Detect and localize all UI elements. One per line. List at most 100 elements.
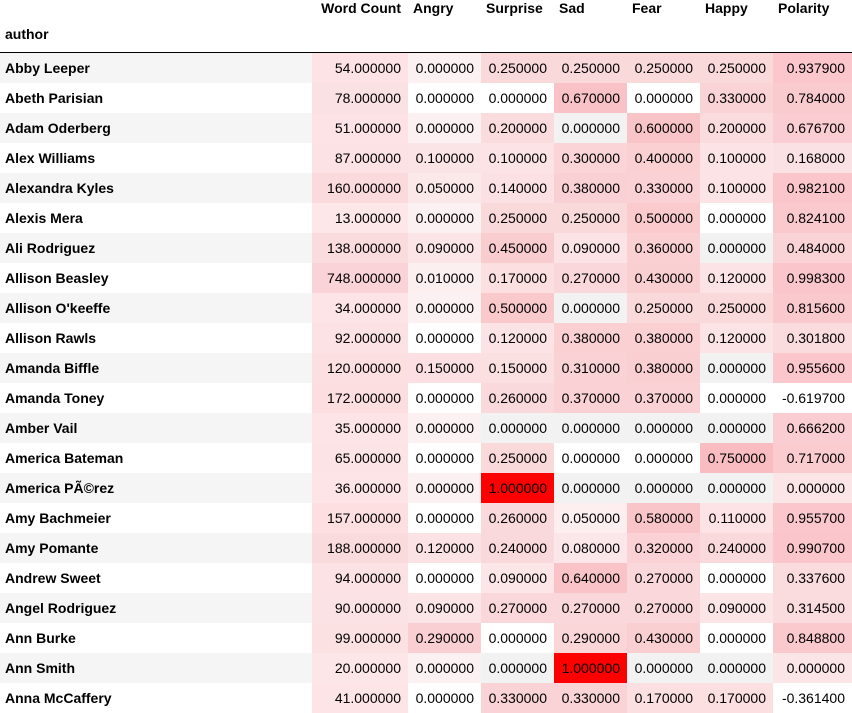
cell-happy: 0.000000 bbox=[700, 652, 773, 683]
cell-polarity: 0.848800 bbox=[773, 622, 852, 653]
cell-surprise: 0.000000 bbox=[481, 652, 554, 683]
cell-surprise: 0.000000 bbox=[481, 412, 554, 443]
cell-fear: 0.330000 bbox=[627, 172, 700, 203]
cell-polarity: 0.717000 bbox=[773, 442, 852, 473]
cell-sad: 0.290000 bbox=[554, 622, 627, 653]
cell-sad: 0.670000 bbox=[554, 82, 627, 113]
cell-polarity: 0.815600 bbox=[773, 292, 852, 323]
cell-sad: 0.310000 bbox=[554, 352, 627, 383]
cell-angry: 0.000000 bbox=[408, 292, 481, 323]
cell-word-count: 120.000000 bbox=[312, 352, 408, 383]
row-author: Amy Pomante bbox=[0, 532, 312, 563]
cell-fear: 0.430000 bbox=[627, 262, 700, 293]
table-row: Alexis Mera 13.000000 0.000000 0.250000 0.25… bbox=[0, 202, 852, 233]
table-row: Amanda Biffle 120.000000 0.150000 0.150000 0… bbox=[0, 352, 852, 383]
cell-happy: 0.100000 bbox=[700, 172, 773, 203]
cell-fear: 0.270000 bbox=[627, 562, 700, 593]
table-row: Amanda Toney 172.000000 0.000000 0.260000 0.… bbox=[0, 382, 852, 413]
cell-polarity: 0.301800 bbox=[773, 322, 852, 353]
cell-sad: 0.270000 bbox=[554, 262, 627, 293]
cell-sad: 0.640000 bbox=[554, 562, 627, 593]
cell-happy: 0.000000 bbox=[700, 472, 773, 503]
table-row: Amy Bachmeier 157.000000 0.000000 0.260000 0… bbox=[0, 502, 852, 533]
cell-word-count: 157.000000 bbox=[312, 502, 408, 533]
cell-sad: 0.000000 bbox=[554, 292, 627, 323]
row-author: Amanda Toney bbox=[0, 382, 312, 413]
cell-angry: 0.000000 bbox=[408, 202, 481, 233]
cell-sad: 0.000000 bbox=[554, 412, 627, 443]
cell-fear: 0.500000 bbox=[627, 202, 700, 233]
row-author: Ali Rodriguez bbox=[0, 232, 312, 263]
cell-sad: 0.000000 bbox=[554, 112, 627, 143]
cell-polarity: 0.784000 bbox=[773, 82, 852, 113]
cell-happy: 0.000000 bbox=[700, 232, 773, 263]
index-header-spacer bbox=[481, 16, 554, 53]
index-header-spacer bbox=[312, 16, 408, 53]
cell-polarity: 0.824100 bbox=[773, 202, 852, 233]
cell-surprise: 0.000000 bbox=[481, 82, 554, 113]
table-row: Allison Rawls 92.000000 0.000000 0.120000 0.… bbox=[0, 322, 852, 353]
row-author: Allison Rawls bbox=[0, 322, 312, 353]
cell-angry: 0.000000 bbox=[408, 382, 481, 413]
cell-angry: 0.000000 bbox=[408, 652, 481, 683]
cell-sad: 0.370000 bbox=[554, 382, 627, 413]
cell-polarity: -0.361400 bbox=[773, 682, 852, 713]
cell-polarity: 0.168000 bbox=[773, 142, 852, 173]
cell-word-count: 65.000000 bbox=[312, 442, 408, 473]
cell-polarity: 0.982100 bbox=[773, 172, 852, 203]
cell-word-count: 41.000000 bbox=[312, 682, 408, 713]
cell-fear: 0.370000 bbox=[627, 382, 700, 413]
cell-surprise: 0.250000 bbox=[481, 52, 554, 83]
table-row: Amy Pomante 188.000000 0.120000 0.240000 0.0… bbox=[0, 532, 852, 563]
index-header-spacer bbox=[554, 16, 627, 53]
row-author: Alexis Mera bbox=[0, 202, 312, 233]
cell-happy: 0.110000 bbox=[700, 502, 773, 533]
cell-word-count: 94.000000 bbox=[312, 562, 408, 593]
cell-fear: 0.270000 bbox=[627, 592, 700, 623]
cell-sad: 0.080000 bbox=[554, 532, 627, 563]
cell-angry: 0.050000 bbox=[408, 172, 481, 203]
cell-fear: 0.430000 bbox=[627, 622, 700, 653]
cell-angry: 0.000000 bbox=[408, 472, 481, 503]
row-author: Allison O'keeffe bbox=[0, 292, 312, 323]
cell-surprise: 0.000000 bbox=[481, 622, 554, 653]
cell-surprise: 0.260000 bbox=[481, 502, 554, 533]
cell-happy: 0.120000 bbox=[700, 262, 773, 293]
index-header-spacer bbox=[408, 16, 481, 53]
cell-sad: 0.250000 bbox=[554, 52, 627, 83]
column-header-polarity: Polarity bbox=[778, 0, 830, 16]
table-row: Allison Beasley 748.000000 0.010000 0.17000… bbox=[0, 262, 852, 293]
cell-word-count: 172.000000 bbox=[312, 382, 408, 413]
table-row: Amber Vail 35.000000 0.000000 0.000000 0.000… bbox=[0, 412, 852, 443]
row-author: Ann Smith bbox=[0, 652, 312, 683]
cell-happy: 0.750000 bbox=[700, 442, 773, 473]
cell-polarity: 0.955600 bbox=[773, 352, 852, 383]
row-author: Angel Rodriguez bbox=[0, 592, 312, 623]
cell-angry: 0.100000 bbox=[408, 142, 481, 173]
table-row: Angel Rodriguez 90.000000 0.090000 0.270000… bbox=[0, 592, 852, 623]
cell-angry: 0.000000 bbox=[408, 82, 481, 113]
cell-fear: 0.380000 bbox=[627, 322, 700, 353]
cell-word-count: 78.000000 bbox=[312, 82, 408, 113]
cell-happy: 0.000000 bbox=[700, 202, 773, 233]
cell-surprise: 0.330000 bbox=[481, 682, 554, 713]
cell-word-count: 51.000000 bbox=[312, 112, 408, 143]
row-author: Anna McCaffery bbox=[0, 682, 312, 713]
cell-sad: 0.380000 bbox=[554, 322, 627, 353]
index-header-row: author bbox=[0, 16, 852, 53]
cell-word-count: 160.000000 bbox=[312, 172, 408, 203]
column-header-happy: Happy bbox=[705, 0, 748, 16]
cell-happy: 0.330000 bbox=[700, 82, 773, 113]
cell-fear: 0.000000 bbox=[627, 412, 700, 443]
cell-fear: 0.400000 bbox=[627, 142, 700, 173]
cell-surprise: 0.250000 bbox=[481, 202, 554, 233]
cell-sad: 0.270000 bbox=[554, 592, 627, 623]
cell-sad: 0.000000 bbox=[554, 472, 627, 503]
cell-sad: 0.000000 bbox=[554, 442, 627, 473]
cell-polarity: 0.314500 bbox=[773, 592, 852, 623]
cell-happy: 0.170000 bbox=[700, 682, 773, 713]
index-header-spacer bbox=[700, 16, 773, 53]
cell-happy: 0.250000 bbox=[700, 292, 773, 323]
row-author: Allison Beasley bbox=[0, 262, 312, 293]
